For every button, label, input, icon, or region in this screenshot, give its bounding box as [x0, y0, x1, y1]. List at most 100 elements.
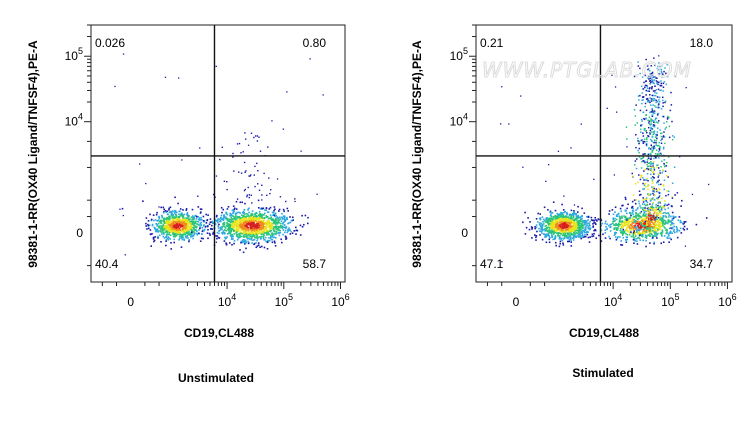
event-dot: [658, 219, 660, 222]
event-dot: [231, 209, 234, 212]
event-dot: [235, 226, 238, 229]
event-dot: [646, 164, 648, 166]
event-dot: [651, 229, 654, 232]
event-dot: [163, 221, 166, 224]
event-dot: [645, 220, 647, 222]
event-dot: [617, 227, 619, 229]
event-dot: [658, 187, 660, 190]
event-dot: [647, 225, 650, 227]
event-dot: [660, 80, 662, 82]
event-dot: [660, 234, 663, 236]
event-dot: [641, 160, 643, 163]
event-dot: [647, 165, 649, 168]
event-dot: [666, 64, 668, 66]
event-dot: [553, 230, 556, 232]
event-dot: [258, 231, 260, 233]
event-dot: [194, 220, 196, 223]
event-dot: [283, 217, 286, 220]
event-dot: [165, 238, 168, 241]
event-dot: [158, 225, 160, 228]
event-dot: [660, 153, 662, 155]
event-dot: [292, 219, 294, 221]
event-dot: [621, 221, 623, 223]
event-dot: [609, 223, 611, 226]
event-dot: [276, 222, 278, 224]
event-dot: [564, 210, 566, 213]
event-dot: [668, 241, 670, 243]
event-dot: [157, 235, 159, 238]
event-dot: [554, 209, 557, 212]
event-dot: [283, 210, 285, 213]
event-dot: [659, 170, 661, 172]
event-dot: [260, 226, 262, 229]
event-dot: [174, 217, 176, 219]
event-dot: [648, 233, 651, 235]
event-dot: [210, 221, 212, 223]
event-dot: [253, 222, 255, 224]
event-dot: [192, 234, 195, 237]
event-dot: [620, 222, 623, 225]
event-dot: [626, 233, 629, 236]
event-dot: [581, 234, 584, 237]
event-dot: [281, 218, 284, 220]
event-dot: [545, 221, 548, 223]
event-dot: [646, 201, 649, 204]
event-dot: [290, 230, 292, 233]
event-dot: [263, 234, 265, 237]
event-dot: [662, 73, 664, 75]
event-dot: [269, 229, 271, 231]
event-dot: [606, 223, 608, 225]
event-dot: [642, 199, 644, 201]
event-dot: [565, 234, 568, 237]
event-dot: [642, 214, 644, 217]
event-dot: [570, 209, 573, 212]
event-dot: [278, 218, 280, 221]
event-dot: [665, 195, 667, 197]
event-dot: [170, 222, 173, 225]
event-dot: [278, 234, 281, 237]
event-dot: [650, 177, 652, 179]
event-dot: [567, 235, 569, 238]
event-dot: [248, 211, 250, 214]
event-dot: [197, 223, 199, 226]
event-dot: [233, 210, 235, 212]
event-dot: [541, 230, 544, 232]
event-dot: [669, 220, 671, 222]
event-dot: [634, 221, 637, 223]
event-dot: [522, 166, 524, 168]
event-dot: [563, 223, 565, 226]
event-dot: [185, 209, 188, 211]
event-dot: [650, 169, 653, 172]
event-dot: [289, 216, 291, 218]
event-dot: [657, 214, 660, 217]
event-dot: [172, 230, 174, 233]
event-dot: [273, 232, 275, 235]
event-dot: [265, 225, 267, 227]
event-dot: [656, 209, 658, 212]
event-dot: [638, 151, 640, 154]
event-dot: [670, 104, 673, 106]
event-dot: [676, 229, 679, 232]
event-dot: [657, 181, 659, 183]
event-dot: [644, 220, 647, 223]
event-dot: [556, 228, 558, 231]
event-dot: [535, 224, 538, 226]
event-dot: [187, 237, 189, 239]
event-dot: [657, 225, 660, 228]
event-dot: [667, 207, 670, 209]
event-dot: [195, 214, 197, 217]
event-dot: [646, 231, 648, 234]
event-dot: [175, 225, 177, 228]
event-dot: [657, 197, 659, 199]
event-dot: [655, 214, 658, 217]
event-dot: [658, 192, 661, 194]
event-dot: [171, 230, 173, 233]
event-dot: [194, 226, 197, 229]
event-dot: [557, 228, 559, 230]
event-dot: [653, 121, 655, 123]
event-dot: [638, 222, 641, 225]
event-dot: [230, 230, 232, 233]
event-dot: [257, 230, 259, 232]
event-dot: [202, 237, 204, 240]
event-dot: [553, 231, 556, 234]
